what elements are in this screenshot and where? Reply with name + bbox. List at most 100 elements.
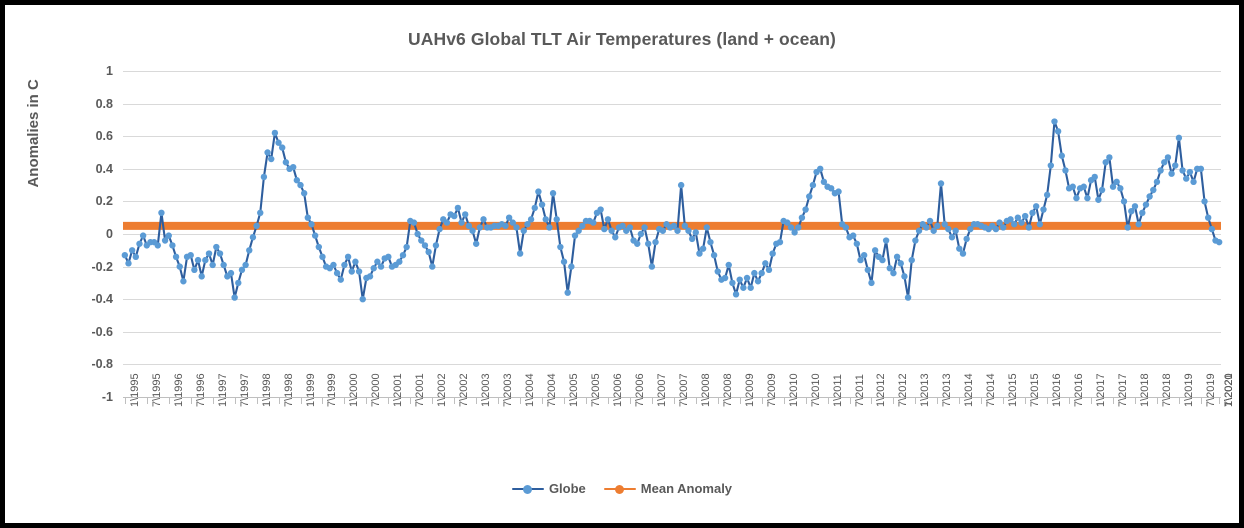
data-point (410, 219, 418, 226)
data-point (352, 258, 359, 265)
data-point (465, 222, 473, 230)
x-tick-label: 1\2014 (963, 373, 976, 407)
data-point (1073, 194, 1080, 202)
y-tick-label: -1 (101, 390, 113, 404)
x-tick (871, 397, 873, 404)
data-point (1069, 183, 1076, 190)
x-tick-label: 1\2021 (1223, 373, 1236, 407)
globe-line (123, 120, 1220, 301)
data-point (732, 291, 740, 298)
x-tick (893, 397, 895, 404)
data-point (341, 261, 348, 269)
data-point (934, 222, 941, 230)
data-point (568, 263, 575, 270)
x-tick (1003, 397, 1005, 404)
x-tick-label: 1\2019 (1182, 373, 1195, 407)
data-point (1164, 154, 1172, 161)
data-point (648, 263, 656, 270)
x-tick-label: 7\2015 (1029, 373, 1042, 407)
x-tick (1219, 397, 1221, 404)
data-point (220, 261, 227, 269)
data-point (721, 274, 729, 282)
data-point (645, 240, 652, 247)
data-point (681, 222, 689, 230)
data-point (1029, 209, 1036, 217)
data-point (454, 204, 462, 212)
data-point (432, 242, 440, 249)
data-point (926, 217, 934, 225)
data-point (344, 253, 352, 261)
data-point (249, 234, 257, 241)
x-axis-ticks (123, 397, 1221, 405)
data-point (502, 222, 509, 230)
data-point (136, 240, 143, 247)
x-axis-tick-labels: 1\1995 7\1995 1\1996 7\1996 1\1997 7\1997 1\19… (123, 373, 1235, 465)
x-tick-label: 7\2010 (809, 373, 822, 407)
x-tick-label: 1\1996 (172, 373, 185, 407)
data-point (227, 269, 235, 277)
legend-item-mean-anomaly[interactable]: Mean Anomaly (603, 481, 733, 496)
x-tick-label: 7\2011 (853, 374, 866, 407)
data-point (535, 188, 542, 195)
legend-item-globe[interactable]: Globe (511, 481, 586, 496)
data-point (187, 251, 194, 259)
data-point (1047, 162, 1055, 169)
x-tick (1178, 397, 1180, 404)
data-point (820, 178, 828, 186)
data-point (1186, 168, 1194, 176)
y-tick-label: 0 (106, 227, 113, 241)
data-point (1179, 167, 1186, 174)
x-tick-label: 1\1995 (128, 373, 141, 407)
x-tick-label: 7\2009 (765, 373, 778, 407)
x-tick-label: 7\2017 (1117, 373, 1130, 407)
x-tick (432, 397, 434, 404)
data-point (758, 269, 765, 277)
data-point (963, 235, 970, 243)
data-point (754, 278, 762, 285)
data-point (403, 243, 410, 251)
data-point (1106, 154, 1113, 161)
data-point (348, 268, 355, 275)
data-point (890, 269, 897, 277)
y-tick-label: 0.2 (95, 194, 113, 209)
data-point (246, 247, 253, 254)
data-point (579, 222, 586, 230)
x-tick (629, 397, 631, 404)
gridline (123, 266, 1221, 268)
y-tick-label: -0.6 (91, 324, 113, 339)
data-point (882, 237, 890, 244)
x-tick (212, 397, 214, 404)
data-point (806, 193, 813, 200)
data-point (458, 219, 465, 226)
data-point (553, 216, 560, 223)
x-tick-label: 1\2015 (1007, 373, 1020, 407)
data-point (696, 250, 703, 257)
x-tick (322, 397, 324, 404)
legend-marker-mean-anomaly (603, 483, 636, 495)
data-point (205, 250, 213, 257)
gridline (123, 331, 1221, 333)
data-point (469, 227, 476, 234)
x-tick-label: 7\2008 (721, 373, 734, 407)
data-point (1120, 198, 1128, 205)
data-point (1011, 221, 1018, 228)
data-point (154, 242, 161, 249)
data-point (399, 251, 407, 259)
x-tick-label: 7\2001 (414, 373, 427, 407)
data-point (601, 225, 608, 233)
x-tick-label: 1\1999 (304, 373, 317, 407)
data-point (462, 211, 469, 218)
data-point (1095, 196, 1102, 203)
x-tick-label: 7\2014 (985, 373, 998, 407)
data-point (279, 144, 286, 151)
y-tick-label: -0.2 (91, 259, 113, 274)
data-point (333, 269, 341, 277)
x-tick-label: 7\1998 (282, 373, 295, 407)
legend-label-mean-anomaly: Mean Anomaly (640, 481, 733, 496)
data-point (956, 245, 963, 252)
data-point (871, 247, 879, 254)
x-tick-label: 1\2007 (655, 373, 668, 407)
x-tick-label: 1\2011 (831, 374, 844, 407)
data-point (703, 224, 710, 231)
x-tick (564, 397, 566, 404)
